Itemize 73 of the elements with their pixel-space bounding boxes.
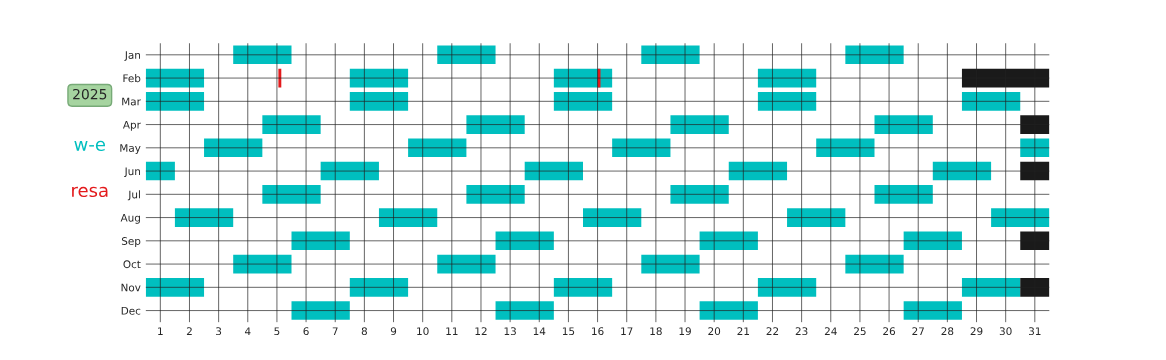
x-tick-label: 1 <box>158 327 163 335</box>
x-tick-label: 6 <box>303 327 309 336</box>
bar <box>349 92 409 111</box>
x-tick-label: 11 <box>446 327 458 335</box>
y-tick-label: Apr <box>122 120 141 131</box>
x-tick-label: 28 <box>941 327 954 336</box>
x-tick-label: 7 <box>332 327 338 335</box>
y-tick-label: Dec <box>121 306 141 315</box>
text: 2025 <box>73 88 107 100</box>
x-tick-label: 4 <box>244 327 251 335</box>
x-tick-label: 9 <box>390 327 397 336</box>
x-tick-label: 5 <box>274 327 280 336</box>
x-tick-label: 30 <box>999 327 1012 336</box>
x-tick-label: 21 <box>737 327 749 335</box>
x-tick-label: 17 <box>621 327 633 335</box>
x-tick-label: 15 <box>562 327 575 336</box>
bar <box>466 185 525 204</box>
y-tick-label: Jul <box>127 190 140 201</box>
bar <box>291 301 350 320</box>
x-tick-label: 27 <box>912 327 924 335</box>
bar <box>670 115 729 134</box>
bar <box>961 92 1021 111</box>
x-tick-label: 16 <box>592 327 604 336</box>
bar <box>378 208 438 227</box>
text: w-e <box>74 140 106 152</box>
y-tick-label: Jun <box>124 167 140 178</box>
bar <box>466 115 525 134</box>
y-tick-label: Feb <box>123 74 141 83</box>
x-tick-label: 13 <box>504 327 516 336</box>
bar <box>495 301 554 320</box>
x-tick-label: 8 <box>361 327 367 336</box>
bar <box>670 185 729 204</box>
text: resa <box>72 186 108 198</box>
bar <box>262 185 321 204</box>
y-tick-label: Oct <box>123 260 141 269</box>
y-tick-label: May <box>120 144 141 154</box>
bar <box>699 301 758 320</box>
bar <box>349 278 409 297</box>
bar <box>991 208 1050 227</box>
x-tick-label: 3 <box>216 327 222 336</box>
bar <box>583 208 642 227</box>
x-tick-label: 2 <box>186 327 192 335</box>
bar <box>903 301 962 320</box>
x-tick-label: 22 <box>766 327 779 335</box>
bar <box>757 278 817 297</box>
y-tick-label: Nov <box>121 283 141 292</box>
bar <box>174 208 234 227</box>
y-tick-label: Aug <box>120 213 140 224</box>
bar <box>262 115 321 134</box>
x-tick-label: 31 <box>1028 327 1041 336</box>
x-tick-label: 23 <box>795 327 808 336</box>
bar <box>961 278 1021 297</box>
x-tick-label: 10 <box>417 327 429 336</box>
bar <box>757 92 817 111</box>
x-tick-label: 24 <box>824 327 837 335</box>
y-tick-label: Sep <box>121 237 141 247</box>
bar <box>874 115 933 134</box>
bar <box>145 278 205 297</box>
y-tick-label: Jan <box>124 51 140 61</box>
bar <box>553 278 613 297</box>
bar <box>787 208 846 227</box>
x-tick-label: 26 <box>883 327 896 336</box>
x-tick-label: 19 <box>679 327 691 336</box>
x-tick-label: 14 <box>533 327 546 335</box>
x-tick-label: 18 <box>650 327 662 336</box>
x-tick-label: 12 <box>475 327 487 335</box>
y-tick-label: Mar <box>122 97 141 106</box>
bar <box>553 92 613 111</box>
bar <box>874 185 933 204</box>
x-tick-label: 29 <box>970 327 983 336</box>
bar <box>145 92 205 111</box>
x-tick-label: 25 <box>854 327 866 336</box>
x-tick-label: 20 <box>708 327 721 336</box>
